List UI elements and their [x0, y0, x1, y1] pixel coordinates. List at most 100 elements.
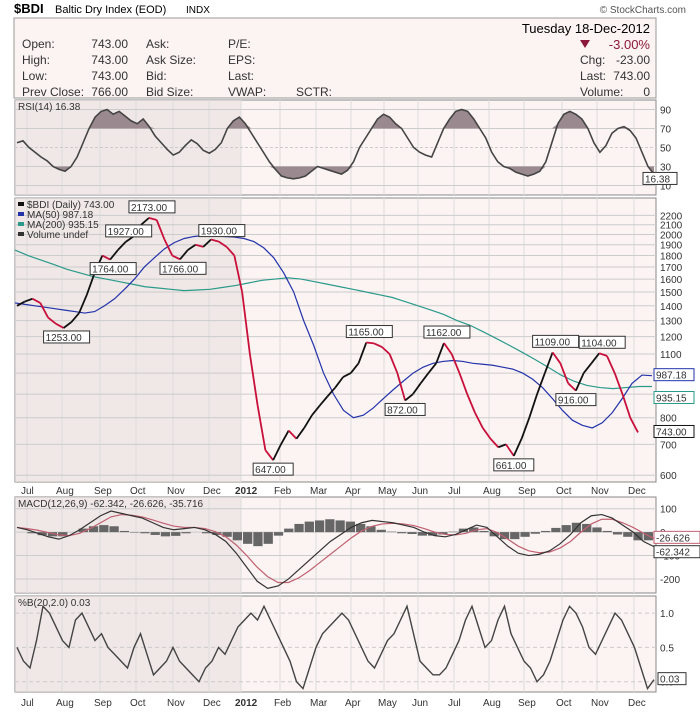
x-tick-bottom: Jul — [448, 698, 461, 709]
rsi-legend: RSI(14) 16.38 — [18, 102, 81, 113]
last2-label: Last: — [580, 69, 606, 83]
macd-histogram-bar — [345, 521, 356, 533]
macd-histogram-bar — [78, 528, 88, 533]
price-segment — [590, 352, 600, 364]
price-segment — [109, 249, 119, 261]
macd-histogram-bar — [294, 523, 304, 533]
macd-histogram-bar — [551, 527, 561, 533]
macd-histogram-bar — [469, 527, 479, 533]
x-tick-bottom: Oct — [556, 698, 572, 709]
price-y-tick: 1700 — [660, 263, 683, 274]
macd-y-tick: 100 — [660, 505, 677, 516]
price-segment — [536, 372, 546, 395]
price-y-tick: 2100 — [660, 221, 683, 232]
price-annotation: 661.00 — [496, 461, 527, 472]
price-segment — [78, 294, 88, 314]
change-pct: -3.00% — [609, 37, 651, 52]
price-segment — [474, 412, 484, 429]
pctb-y-tick: 1.0 — [660, 609, 674, 620]
price-annotation: 1162.00 — [426, 328, 462, 339]
x-tick-mid: Sep — [94, 486, 112, 497]
price-y-tick: 2200 — [660, 211, 683, 222]
bid-label: Bid: — [146, 69, 167, 83]
ma50-last-label-box — [653, 368, 695, 382]
legend-swatch — [18, 222, 24, 226]
price-segment — [248, 353, 259, 406]
macd-histogram-bar — [253, 532, 263, 547]
macd-signal-last: -26.626 — [656, 533, 690, 544]
price-segment — [24, 297, 33, 303]
x-tick-mid: Jul — [21, 486, 34, 497]
macd-histogram-bar — [140, 532, 150, 534]
price-segment — [202, 238, 212, 248]
price-legend-1: MA(50) 987.18 — [27, 210, 94, 221]
macd-histogram-bar — [119, 530, 130, 533]
rsi-oversold-fill — [17, 166, 654, 179]
legend-swatch — [18, 202, 24, 206]
macd-histogram-bar — [201, 532, 212, 534]
macd-histogram-bar — [438, 532, 448, 535]
price-segment — [148, 217, 157, 221]
price-annotation-box — [159, 261, 207, 275]
price-segment — [179, 249, 189, 260]
price-last-label-box — [653, 424, 695, 438]
price-segment — [512, 438, 523, 457]
shaded-region — [15, 596, 241, 692]
macd-histogram-bar — [356, 523, 366, 533]
x-tick-mid: Nov — [591, 486, 609, 497]
price-segment — [489, 438, 499, 448]
x-tick-mid: May — [378, 486, 397, 497]
price-segment — [528, 393, 538, 418]
price-annotation-box — [578, 335, 626, 349]
macd-histogram-bar — [314, 520, 325, 533]
pctb-last-value-box — [657, 672, 687, 686]
macd-histogram-bar — [499, 532, 510, 540]
x-tick-mid: Oct — [130, 486, 146, 497]
price-segment — [326, 386, 336, 397]
high-label: High: — [22, 53, 50, 67]
macd-histogram-bar — [181, 532, 191, 534]
price-segment — [482, 427, 492, 440]
price-segment — [435, 342, 445, 364]
price-segment — [575, 372, 585, 391]
price-segment — [350, 362, 360, 374]
x-tick-mid: Dec — [203, 486, 221, 497]
price-annotation-box — [89, 262, 137, 276]
macd-histogram-bar — [160, 532, 171, 537]
price-y-tick: 1300 — [660, 317, 683, 328]
rsi-line — [16, 108, 655, 180]
price-annotation: 647.00 — [255, 465, 286, 476]
price-annotation: 872.00 — [387, 405, 418, 416]
price-legend-3: Volume undef — [27, 230, 88, 241]
price-annotation-box — [43, 330, 91, 344]
price-segment — [280, 430, 290, 445]
macd-last-box — [653, 545, 700, 559]
x-tick-bottom: 2012 — [235, 698, 258, 709]
price-segment — [303, 414, 313, 429]
macd-histogram-bar — [561, 525, 571, 533]
macd-histogram-bar — [530, 532, 540, 534]
x-tick-bottom: Oct — [130, 698, 146, 709]
date: Tuesday 18-Dec-2012 — [522, 21, 650, 36]
pctb-last-value: 0.03 — [660, 675, 680, 686]
price-segment — [163, 239, 174, 256]
ask-size-label: Ask Size: — [146, 53, 196, 67]
open-value: 743.00 — [91, 37, 128, 51]
price-panel: 6007008009001000110012001300140015001600… — [14, 197, 695, 483]
y-tick-label: 70 — [660, 125, 672, 136]
macd-histogram-bar — [99, 525, 109, 533]
price-segment — [311, 405, 321, 416]
macd-histogram-bar — [284, 528, 294, 533]
price-y-tick: 700 — [660, 440, 677, 451]
price-y-tick: 1800 — [660, 252, 683, 263]
macd-histogram-bar — [479, 530, 489, 533]
bid-size-label: Bid Size: — [146, 85, 193, 99]
macd-histogram-bar — [273, 532, 284, 536]
x-tick-bottom: Apr — [345, 698, 361, 709]
macd-legend: MACD(12,26,9) -62.342, -26.626, -35.716 — [18, 499, 204, 510]
price-annotation: 1109.00 — [535, 337, 571, 348]
price-segment — [450, 353, 461, 374]
macd-y-tick: -200 — [660, 575, 680, 586]
